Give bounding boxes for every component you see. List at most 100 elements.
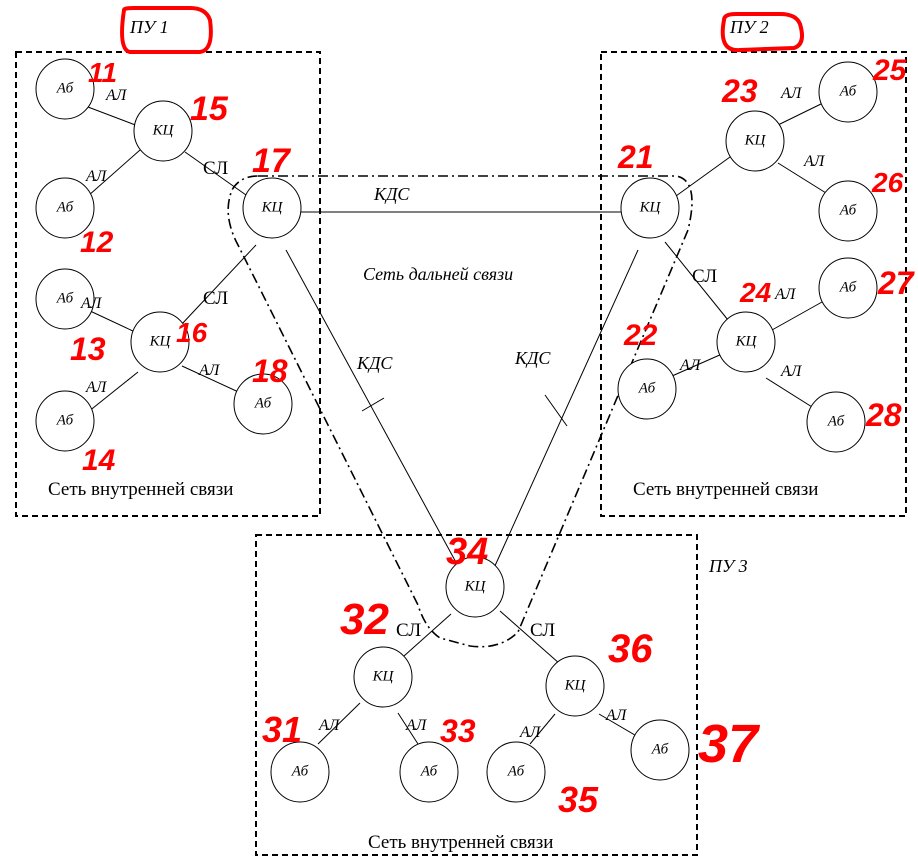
annotation-13: 13 (70, 331, 106, 367)
node-15 (133, 100, 193, 162)
label-node-27: Аб (839, 279, 857, 295)
label-node-35: Аб (507, 763, 525, 779)
label-node-13: Аб (56, 290, 74, 306)
pu2-title: ПУ 2 (729, 17, 769, 37)
pu3-network-label: Сеть внутренней связи (368, 832, 553, 853)
label-node-32: КЦ (372, 668, 395, 684)
al-label-11: АЛ (105, 87, 127, 104)
kds-label-left: КДС (356, 353, 393, 373)
kds-label-right: КДС (514, 348, 551, 368)
node-35 (486, 741, 546, 803)
annotation-31: 31 (262, 709, 302, 750)
annotation-16: 16 (176, 317, 208, 348)
link-12-15 (87, 149, 141, 197)
node-14 (35, 390, 95, 452)
label-node-22: Аб (638, 380, 656, 396)
annotation-12: 12 (80, 226, 114, 259)
annotation-17: 17 (252, 142, 292, 180)
node-28 (806, 391, 866, 453)
link-15-17 (184, 151, 247, 196)
al-label-31: АЛ (318, 717, 340, 734)
node-18 (233, 373, 293, 435)
annotation-27: 27 (877, 265, 916, 301)
pu3-box (255, 534, 698, 856)
long-distance-network-outline (227, 175, 693, 648)
link-23-26 (777, 162, 827, 194)
link-36-35 (529, 713, 556, 745)
sl-label-21-24: СЛ (692, 266, 717, 287)
node-34 (445, 556, 505, 618)
al-label-37: АЛ (605, 707, 627, 724)
node-24 (716, 311, 776, 373)
node-21 (620, 177, 680, 239)
label-node-17: КЦ (261, 199, 284, 215)
label-node-15: КЦ (152, 122, 175, 138)
label-node-18: Аб (254, 395, 272, 411)
kds-tick-right (544, 394, 568, 427)
link-23-21 (675, 156, 731, 197)
node-25 (818, 61, 878, 123)
al-label-18: АЛ (198, 362, 220, 379)
sl-label-34-32: СЛ (396, 620, 421, 641)
node-32 (353, 646, 413, 708)
node-23 (725, 110, 785, 172)
link-24-22 (671, 353, 723, 377)
annotation-22: 22 (623, 319, 658, 352)
node-26 (818, 180, 878, 242)
node-13 (35, 268, 95, 330)
annotation-37: 37 (698, 714, 761, 774)
label-node-26: Аб (839, 202, 857, 218)
pu2-network-label: Сеть внутренней связи (633, 479, 818, 500)
pu1-title: ПУ 1 (129, 17, 169, 37)
annotation-21: 21 (617, 139, 654, 175)
kds-tick-left (361, 397, 385, 412)
label-node-37: Аб (651, 741, 669, 757)
label-node-33: Аб (420, 763, 438, 779)
annotation-23: 23 (721, 73, 758, 109)
link-23-25 (777, 102, 824, 126)
annotation-34: 34 (446, 531, 488, 573)
annotation-33: 33 (440, 713, 476, 749)
node-33 (399, 741, 459, 803)
link-32-33 (397, 712, 419, 745)
al-label-12: АЛ (85, 168, 107, 185)
kds-17-34 (285, 249, 459, 567)
label-node-36: КЦ (564, 677, 587, 693)
kds-label-top: КДС (373, 184, 410, 204)
label-node-28: Аб (827, 413, 845, 429)
label-node-31: Аб (291, 763, 309, 779)
al-label-35: АЛ (519, 724, 541, 741)
kds-21-34 (493, 249, 639, 569)
node-16 (130, 311, 190, 373)
link-16-17 (180, 244, 257, 326)
link-32-31 (317, 702, 361, 745)
link-13-16 (87, 309, 136, 333)
al-label-25: АЛ (780, 85, 802, 102)
node-36 (545, 655, 605, 717)
pu1-title-circle-icon (120, 6, 213, 54)
annotation-28: 28 (865, 397, 902, 433)
annotation-25: 25 (872, 54, 908, 87)
al-label-28: АЛ (780, 363, 802, 380)
node-37 (630, 719, 690, 781)
annotation-24: 24 (739, 277, 772, 308)
al-label-13: АЛ (80, 295, 102, 312)
label-node-25: Аб (839, 83, 857, 99)
label-node-24: КЦ (735, 333, 758, 349)
annotation-35: 35 (558, 779, 599, 820)
long-distance-network-label: Сеть дальней связи (363, 264, 513, 284)
pu3-title: ПУ 3 (708, 556, 748, 576)
al-label-14: АЛ (85, 379, 107, 396)
link-11-15 (87, 106, 139, 127)
node-22 (617, 358, 677, 420)
node-27 (818, 257, 878, 319)
sl-label-16-17: СЛ (203, 288, 228, 309)
label-node-12: Аб (56, 199, 74, 215)
node-31 (270, 741, 330, 803)
link-34-36 (499, 610, 561, 665)
annotation-36: 36 (608, 627, 653, 671)
al-label-33: АЛ (405, 717, 427, 734)
sl-label-34-36: СЛ (530, 620, 555, 641)
pu2-title-circle-icon (720, 12, 804, 53)
